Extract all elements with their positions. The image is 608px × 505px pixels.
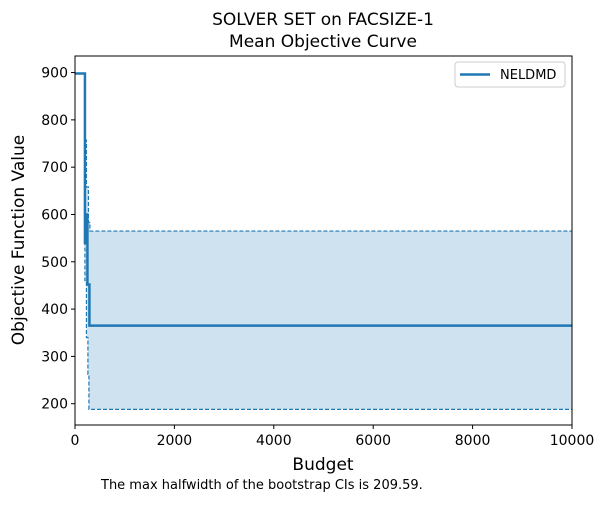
axes-frame xyxy=(74,55,573,426)
x-tick-label: 2000 xyxy=(157,433,193,449)
x-tick-label: 0 xyxy=(71,433,80,449)
plot-area xyxy=(75,72,572,410)
y-axis: 200 300 400 500 600 700 800 900 xyxy=(41,66,75,413)
caption: The max halfwidth of the bootstrap CIs i… xyxy=(101,478,423,493)
y-tick-label: 700 xyxy=(41,160,68,176)
ci-lower-line xyxy=(84,73,572,410)
series-line-neldmd xyxy=(75,72,572,327)
ci-upper-line xyxy=(84,73,572,232)
chart-title-line-2: Mean Objective Curve xyxy=(229,32,417,52)
y-axis-label: Objective Function Value xyxy=(9,135,29,345)
x-axis-label: Budget xyxy=(292,455,353,475)
legend-label-neldmd: NELDMD xyxy=(500,68,556,83)
legend-box xyxy=(454,61,566,88)
y-tick-label: 600 xyxy=(41,207,68,223)
y-tick-label: 400 xyxy=(41,302,68,318)
legend: NELDMD xyxy=(454,61,566,88)
y-tick-label: 800 xyxy=(41,113,68,129)
y-tick-label: 900 xyxy=(41,66,68,82)
chart-title-line-1: SOLVER SET on FACSIZE-1 xyxy=(212,10,434,30)
x-tick-label: 4000 xyxy=(256,433,292,449)
x-tick-label: 8000 xyxy=(455,433,491,449)
y-tick-label: 200 xyxy=(41,397,68,413)
y-tick-label: 500 xyxy=(41,255,68,271)
x-tick-label: 10000 xyxy=(550,433,595,449)
ci-band xyxy=(84,73,572,410)
x-tick-label: 6000 xyxy=(355,433,391,449)
x-axis: 0 2000 4000 6000 8000 10000 xyxy=(71,425,595,449)
y-tick-label: 300 xyxy=(41,349,68,365)
